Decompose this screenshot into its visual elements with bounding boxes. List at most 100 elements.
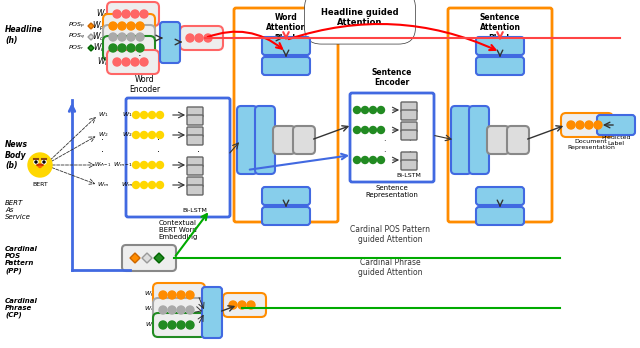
FancyBboxPatch shape: [255, 106, 275, 174]
Circle shape: [362, 106, 369, 113]
Text: $POS_q$: $POS_q$: [68, 32, 85, 42]
Circle shape: [353, 127, 360, 134]
Text: Contextual
BERT Word
Embedding: Contextual BERT Word Embedding: [158, 220, 198, 240]
FancyBboxPatch shape: [561, 113, 613, 137]
Circle shape: [369, 127, 376, 134]
FancyBboxPatch shape: [187, 135, 203, 145]
Polygon shape: [88, 45, 94, 51]
FancyBboxPatch shape: [180, 26, 223, 50]
FancyBboxPatch shape: [507, 126, 529, 154]
Circle shape: [585, 121, 593, 129]
Text: Headline
(h): Headline (h): [5, 25, 43, 45]
Text: ·
·
·: · · ·: [157, 135, 159, 168]
Circle shape: [141, 132, 147, 139]
Circle shape: [157, 132, 163, 139]
Circle shape: [38, 165, 42, 167]
Text: Cardinal
Phrase
(CP): Cardinal Phrase (CP): [5, 298, 38, 318]
Circle shape: [378, 127, 385, 134]
Text: ·
·
·: · · ·: [196, 135, 200, 168]
Text: $W_r$: $W_r$: [145, 321, 155, 330]
FancyBboxPatch shape: [107, 50, 159, 74]
Text: Avg: Avg: [495, 135, 500, 145]
Circle shape: [378, 157, 385, 164]
Text: Dense: Dense: [244, 131, 250, 149]
Text: $W_1$: $W_1$: [95, 8, 108, 20]
FancyBboxPatch shape: [401, 130, 417, 140]
Text: $W_2$: $W_2$: [98, 130, 108, 140]
FancyBboxPatch shape: [476, 57, 524, 75]
Text: ·
·: · ·: [408, 137, 410, 157]
Circle shape: [127, 22, 135, 30]
FancyBboxPatch shape: [469, 106, 489, 174]
Text: Bi-LSTM: Bi-LSTM: [182, 208, 207, 213]
FancyBboxPatch shape: [187, 157, 203, 167]
Circle shape: [140, 10, 148, 18]
Text: $W_p$: $W_p$: [92, 19, 105, 33]
Text: $W_1$: $W_1$: [122, 111, 133, 119]
Circle shape: [141, 111, 147, 119]
Circle shape: [157, 182, 163, 189]
Text: Bi-LSTM: Bi-LSTM: [397, 173, 421, 178]
Circle shape: [186, 34, 194, 42]
Circle shape: [594, 121, 602, 129]
Text: $W_2$: $W_2$: [122, 130, 133, 140]
Circle shape: [127, 44, 135, 52]
Circle shape: [159, 306, 167, 314]
Text: ·
·
·: · · ·: [102, 135, 104, 168]
Text: Sentence
Representation: Sentence Representation: [365, 185, 419, 198]
Circle shape: [353, 157, 360, 164]
FancyBboxPatch shape: [187, 185, 203, 195]
FancyBboxPatch shape: [237, 106, 257, 174]
Circle shape: [148, 182, 156, 189]
Circle shape: [362, 127, 369, 134]
FancyBboxPatch shape: [153, 313, 205, 337]
Circle shape: [131, 10, 139, 18]
Polygon shape: [88, 23, 94, 29]
Text: Word
Encoder: Word Encoder: [129, 75, 161, 94]
Circle shape: [113, 10, 121, 18]
Text: ·
·: · ·: [383, 137, 385, 157]
Circle shape: [109, 22, 117, 30]
Circle shape: [42, 160, 46, 164]
Polygon shape: [154, 253, 164, 263]
Circle shape: [157, 161, 163, 168]
Circle shape: [247, 301, 255, 309]
Circle shape: [148, 111, 156, 119]
Circle shape: [353, 106, 360, 113]
Text: Word
Attention
Block: Word Attention Block: [266, 13, 307, 43]
FancyBboxPatch shape: [476, 37, 524, 55]
FancyBboxPatch shape: [187, 177, 203, 187]
Text: Softmax: Softmax: [271, 63, 300, 69]
Circle shape: [159, 321, 167, 329]
FancyBboxPatch shape: [160, 22, 180, 63]
Text: Dense: Dense: [275, 213, 297, 219]
Text: News
Body
(b): News Body (b): [5, 140, 28, 170]
Circle shape: [132, 132, 140, 139]
Text: ·: ·: [138, 51, 142, 61]
FancyBboxPatch shape: [187, 127, 203, 137]
FancyBboxPatch shape: [262, 57, 310, 75]
FancyBboxPatch shape: [103, 25, 155, 49]
Circle shape: [186, 321, 194, 329]
Text: Reduce: Reduce: [209, 300, 214, 324]
Circle shape: [132, 111, 140, 119]
Circle shape: [567, 121, 575, 129]
Text: Dense: Dense: [275, 43, 297, 49]
FancyBboxPatch shape: [262, 187, 310, 205]
Circle shape: [238, 301, 246, 309]
FancyBboxPatch shape: [293, 126, 315, 154]
FancyBboxPatch shape: [487, 126, 509, 154]
FancyBboxPatch shape: [187, 107, 203, 117]
FancyBboxPatch shape: [451, 106, 471, 174]
Circle shape: [28, 153, 52, 177]
FancyBboxPatch shape: [401, 152, 417, 162]
FancyBboxPatch shape: [103, 14, 155, 38]
Text: BERT: BERT: [32, 182, 48, 187]
Circle shape: [122, 58, 130, 66]
Circle shape: [122, 10, 130, 18]
FancyBboxPatch shape: [153, 283, 205, 307]
FancyBboxPatch shape: [187, 165, 203, 175]
Circle shape: [136, 22, 144, 30]
Text: $W_m$: $W_m$: [121, 181, 133, 189]
FancyBboxPatch shape: [597, 115, 635, 135]
